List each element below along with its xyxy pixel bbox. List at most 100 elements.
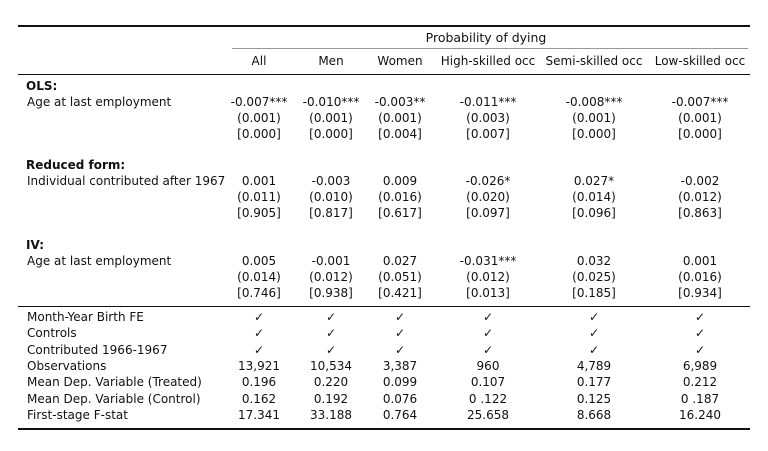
footer-value-cell: 33.188: [310, 407, 352, 422]
coefficient-cell: -0.031***: [459, 254, 517, 268]
std-error-cell: (0.014): [572, 190, 616, 204]
footer-value-cell: 0.192: [313, 391, 349, 406]
check-mark: ✓: [694, 310, 706, 324]
footer-value-cell: 0.099: [382, 375, 418, 390]
footer-row-label: Month-Year Birth FE: [27, 310, 144, 324]
bottom-rule: [18, 428, 750, 430]
column-header-4: High-skilled occ: [440, 54, 536, 68]
p-value-cell: [0.000]: [309, 127, 353, 141]
check-mark: ✓: [325, 342, 337, 357]
p-value-cell: [0.000]: [572, 127, 616, 141]
std-error-cell: (0.020): [466, 190, 510, 204]
row-label: Age at last employment: [27, 254, 172, 268]
span-rule: [232, 48, 748, 49]
p-value-cell: [0.934]: [678, 286, 722, 300]
check-mark: ✓: [325, 310, 337, 324]
footer-value-cell: 25.658: [467, 407, 509, 422]
check-mark: ✓: [253, 342, 265, 357]
footer-row-label: First-stage F-stat: [27, 407, 128, 422]
footer-value-cell: 3,387: [382, 358, 418, 373]
row-label: Age at last employment: [27, 95, 172, 109]
section-title: OLS:: [26, 79, 58, 93]
footer-value-cell: 0.212: [682, 375, 718, 390]
p-value-cell: [0.617]: [378, 206, 422, 220]
coefficient-cell: -0.010***: [302, 95, 360, 109]
check-mark: ✓: [482, 310, 494, 324]
std-error-cell: (0.016): [378, 190, 422, 204]
footer-value-cell: 0 .187: [680, 391, 720, 406]
coefficient-cell: 0.027: [382, 254, 418, 268]
footer-row-label: Mean Dep. Variable (Treated): [27, 375, 202, 390]
coefficient-cell: -0.002: [680, 174, 720, 188]
footer-value-cell: 6,989: [682, 358, 718, 373]
footer-row-label: Observations: [27, 358, 107, 373]
coefficient-cell: 0.032: [576, 254, 612, 268]
std-error-cell: (0.051): [378, 270, 422, 284]
coefficient-cell: -0.003: [311, 174, 351, 188]
p-value-cell: [0.096]: [572, 206, 616, 220]
p-value-cell: [0.097]: [466, 206, 510, 220]
p-value-cell: [0.013]: [466, 286, 510, 300]
header-rule: [18, 74, 750, 75]
std-error-cell: (0.012): [466, 270, 510, 284]
footer-value-cell: 0 .122: [468, 391, 508, 406]
footer-value-cell: 0.125: [576, 391, 612, 406]
coefficient-cell: -0.011***: [459, 95, 517, 109]
p-value-cell: [0.863]: [678, 206, 722, 220]
section-title: IV:: [26, 238, 45, 252]
footer-value-cell: 960: [476, 358, 500, 373]
std-error-cell: (0.011): [237, 190, 281, 204]
std-error-cell: (0.001): [309, 111, 353, 125]
footer-value-cell: 0.196: [241, 375, 277, 390]
check-mark: ✓: [694, 326, 706, 341]
coefficient-cell: 0.005: [241, 254, 277, 268]
std-error-cell: (0.001): [237, 111, 281, 125]
std-error-cell: (0.001): [572, 111, 616, 125]
coefficient-cell: -0.001: [311, 254, 351, 268]
column-header-2: Men: [318, 54, 344, 68]
coefficient-cell: -0.007***: [230, 95, 288, 109]
span-title: Probability of dying: [425, 30, 547, 45]
p-value-cell: [0.007]: [466, 127, 510, 141]
footer-value-cell: 4,789: [576, 358, 612, 373]
footer-value-cell: 16.240: [679, 407, 721, 422]
coefficient-cell: -0.003**: [374, 95, 426, 109]
p-value-cell: [0.000]: [678, 127, 722, 141]
check-mark: ✓: [253, 326, 265, 341]
footer-value-cell: 0.076: [382, 391, 418, 406]
column-header-1: All: [251, 54, 267, 68]
footer-value-cell: 0.764: [382, 407, 418, 422]
p-value-cell: [0.938]: [309, 286, 353, 300]
std-error-cell: (0.003): [466, 111, 510, 125]
footer-value-cell: 0.162: [241, 391, 277, 406]
check-mark: ✓: [482, 342, 494, 357]
coefficient-cell: 0.001: [682, 254, 718, 268]
std-error-cell: (0.001): [378, 111, 422, 125]
footer-row-label: Controls: [27, 326, 77, 341]
footer-value-cell: 0.220: [313, 375, 349, 390]
column-header-3: Women: [377, 54, 423, 68]
p-value-cell: [0.000]: [237, 127, 281, 141]
footer-row-label: Contributed 1966-1967: [27, 342, 168, 357]
std-error-cell: (0.010): [309, 190, 353, 204]
p-value-cell: [0.421]: [378, 286, 422, 300]
coefficient-cell: 0.001: [241, 174, 277, 188]
coefficient-cell: 0.027*: [573, 174, 615, 188]
footer-value-cell: 13,921: [238, 358, 280, 373]
mid-rule: [18, 306, 750, 307]
std-error-cell: (0.016): [678, 270, 722, 284]
footer-row-label: Mean Dep. Variable (Control): [27, 391, 201, 406]
std-error-cell: (0.012): [678, 190, 722, 204]
column-header-6: Low-skilled occ: [654, 54, 746, 68]
top-rule: [18, 25, 750, 27]
check-mark: ✓: [253, 310, 265, 324]
check-mark: ✓: [482, 326, 494, 341]
p-value-cell: [0.817]: [309, 206, 353, 220]
std-error-cell: (0.012): [309, 270, 353, 284]
footer-value-cell: 0.107: [470, 375, 506, 390]
section-title: Reduced form:: [26, 158, 126, 172]
std-error-cell: (0.025): [572, 270, 616, 284]
check-mark: ✓: [325, 326, 337, 341]
coefficient-cell: 0.009: [382, 174, 418, 188]
